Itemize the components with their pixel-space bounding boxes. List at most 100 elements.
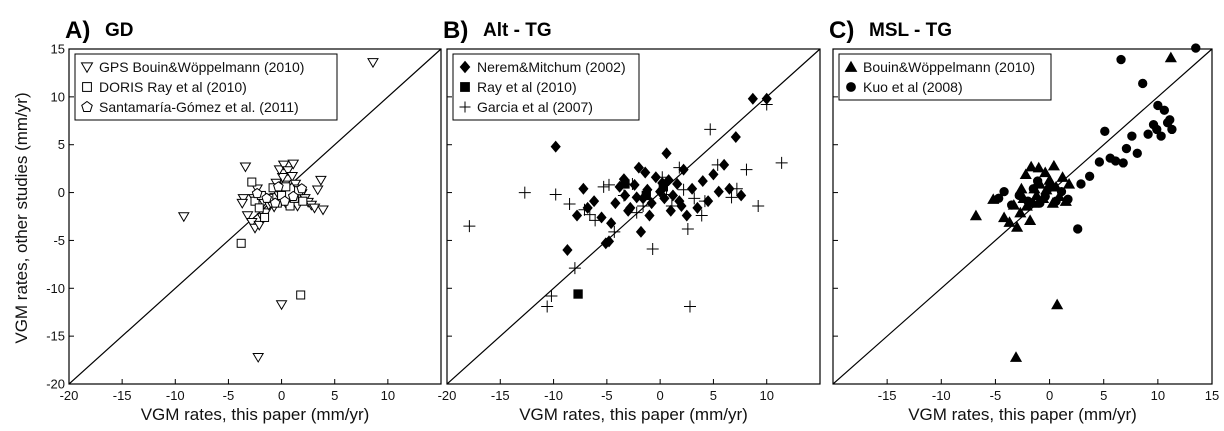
- legend-box: [838, 53, 1052, 101]
- data-point: [665, 204, 676, 217]
- data-point: [239, 162, 252, 173]
- x-tick-label: -15: [113, 388, 132, 403]
- data-point: [606, 217, 617, 230]
- data-point: [695, 209, 708, 222]
- data-point: [287, 190, 299, 201]
- x-tick-label: -5: [601, 388, 613, 403]
- data-point: [1024, 214, 1037, 225]
- y-tick-label: 5: [58, 137, 65, 152]
- data-point: [562, 244, 573, 256]
- data-point: [241, 211, 254, 222]
- data-point: [261, 192, 273, 203]
- data-point: [688, 192, 701, 205]
- data-point: [692, 201, 703, 214]
- data-point: [1073, 224, 1083, 234]
- x-tick-label: 0: [657, 388, 664, 403]
- data-point: [1153, 100, 1163, 111]
- y-tick-label: 10: [51, 89, 65, 104]
- panel-letter: C): [829, 17, 854, 44]
- data-point: [1094, 157, 1105, 167]
- data-point: [315, 175, 327, 186]
- legend-label: Bouin&Wöppelmann (2010): [863, 59, 1035, 75]
- x-tick-label: 5: [331, 388, 338, 403]
- data-point: [282, 166, 294, 177]
- data-point: [661, 147, 672, 160]
- data-point: [740, 163, 753, 176]
- legend-label: Santamaría-Gómez et al. (2011): [99, 99, 299, 115]
- data-point: [687, 182, 698, 195]
- data-point: [1076, 179, 1086, 189]
- data-point: [1032, 161, 1045, 173]
- panel-letter: B): [443, 17, 468, 44]
- data-point: [656, 171, 669, 184]
- x-tick-label: -5: [990, 388, 1002, 403]
- x-axis-label: VGM rates, this paper (mm/yr): [519, 405, 748, 424]
- x-tick-label: -10: [166, 388, 185, 403]
- data-point: [578, 182, 589, 195]
- data-point: [247, 177, 257, 187]
- data-point: [674, 195, 685, 208]
- data-point: [1039, 166, 1052, 178]
- data-point: [635, 225, 647, 238]
- data-point: [177, 212, 190, 223]
- data-point: [630, 206, 643, 219]
- panel-1: -20 -15 -10 -5 0 5 10 15 10 5 0 -5 -10 -15 -20 VGM rate…: [46, 17, 442, 424]
- data-point: [1028, 184, 1038, 194]
- data-point: [681, 209, 692, 222]
- data-point: [969, 209, 982, 221]
- data-point: [708, 168, 719, 181]
- data-point: [298, 196, 308, 206]
- data-point: [665, 199, 678, 212]
- data-point: [1056, 171, 1069, 182]
- data-point: [1023, 196, 1033, 206]
- data-point: [273, 165, 286, 176]
- data-point: [641, 190, 651, 201]
- data-point: [571, 209, 583, 222]
- data-point: [1165, 115, 1175, 125]
- data-point: [251, 187, 263, 199]
- x-axis-label: VGM rates, this paper (mm/yr): [908, 405, 1137, 424]
- series-2: [573, 179, 668, 299]
- data-point: [747, 92, 758, 105]
- data-point: [289, 179, 302, 190]
- data-point: [608, 225, 621, 238]
- data-point: [1007, 200, 1017, 210]
- data-point: [1035, 198, 1045, 208]
- data-point: [253, 220, 266, 231]
- data-point: [994, 193, 1004, 203]
- data-point: [617, 189, 630, 202]
- data-point: [658, 182, 668, 192]
- data-point: [697, 175, 708, 188]
- data-point: [646, 197, 657, 210]
- data-point: [286, 172, 299, 183]
- data-point: [602, 178, 615, 191]
- data-point: [296, 290, 306, 300]
- data-point: [1156, 131, 1166, 141]
- plot-frame: [446, 48, 821, 385]
- data-point: [677, 183, 690, 196]
- data-point: [1025, 160, 1038, 172]
- data-point: [245, 217, 258, 228]
- panels: -20 -15 -10 -5 0 5 10 15 10 5 0 -5 -10 -15 -20 VGM rate…: [46, 17, 1219, 424]
- data-point: [597, 180, 610, 193]
- x-tick-label: -5: [223, 388, 235, 403]
- data-point: [637, 199, 650, 212]
- panel-title: GD: [105, 20, 134, 41]
- data-point: [1011, 221, 1024, 232]
- data-point: [545, 289, 558, 302]
- data-point: [730, 131, 741, 144]
- data-point: [588, 195, 600, 208]
- data-point: [1003, 216, 1016, 227]
- data-point: [296, 183, 308, 194]
- legend-marker: [844, 60, 858, 72]
- series-2: [994, 43, 1201, 234]
- data-point: [698, 195, 711, 208]
- data-point: [236, 238, 246, 248]
- data-point: [1051, 298, 1064, 310]
- data-point: [646, 243, 659, 256]
- data-point: [660, 188, 673, 201]
- y-tick-label: -15: [46, 329, 65, 344]
- data-point: [252, 352, 265, 363]
- data-point: [681, 222, 694, 235]
